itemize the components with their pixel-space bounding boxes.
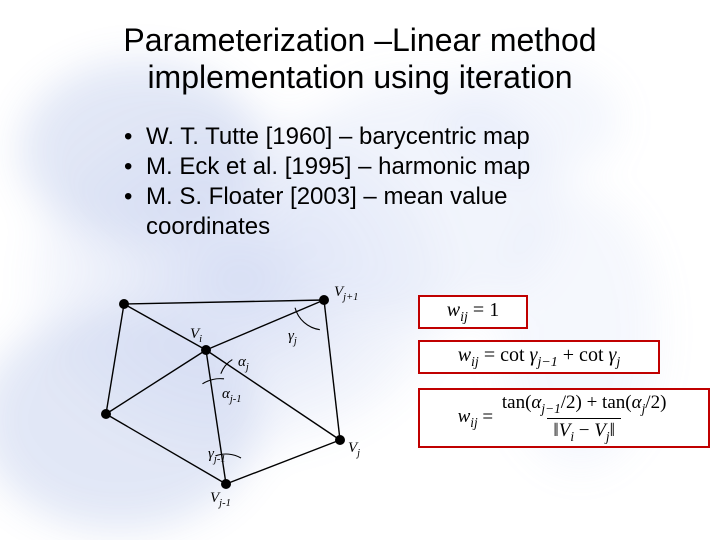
svg-text:Vj-1: Vj-1: [210, 490, 231, 509]
svg-text:Vj: Vj: [348, 440, 360, 459]
mesh-diagram: ViVj+1VjVj-1αjγjαj-1γj-1: [88, 280, 398, 520]
eq-text: wij = tan(αj−1/2) + tan(αj/2) ‖Vi − Vj‖: [458, 392, 671, 445]
slide-content: Parameterization –Linear method implemen…: [0, 0, 720, 540]
bullet-text: coordinates: [146, 212, 270, 242]
bullet-item: coordinates: [124, 212, 530, 242]
bullet-item: • M. S. Floater [2003] – mean value: [124, 182, 530, 212]
bullet-dot: •: [124, 122, 146, 152]
bullet-list: • W. T. Tutte [1960] – barycentric map •…: [124, 122, 530, 242]
slide-title: Parameterization –Linear method implemen…: [0, 22, 720, 96]
svg-text:Vj+1: Vj+1: [334, 284, 358, 303]
bullet-item: • W. T. Tutte [1960] – barycentric map: [124, 122, 530, 152]
equation-meanvalue: wij = tan(αj−1/2) + tan(αj/2) ‖Vi − Vj‖: [418, 388, 710, 448]
eq-text: wij = 1: [447, 299, 499, 326]
bullet-text: W. T. Tutte [1960] – barycentric map: [146, 122, 530, 152]
equation-harmonic: wij = cot γj−1 + cot γj: [418, 340, 660, 374]
svg-text:αj: αj: [238, 354, 249, 373]
title-line-2: implementation using iteration: [147, 59, 572, 95]
svg-text:γj-1: γj-1: [208, 446, 226, 465]
eq-text: wij = cot γj−1 + cot γj: [458, 344, 621, 371]
svg-text:γj: γj: [288, 328, 297, 347]
bullet-dot: [124, 212, 146, 242]
bullet-dot: •: [124, 152, 146, 182]
svg-text:αj-1: αj-1: [222, 386, 242, 405]
bullet-text: M. S. Floater [2003] – mean value: [146, 182, 508, 212]
bullet-item: • M. Eck et al. [1995] – harmonic map: [124, 152, 530, 182]
title-line-1: Parameterization –Linear method: [123, 22, 596, 58]
equation-barycentric: wij = 1: [418, 295, 528, 329]
bullet-text: M. Eck et al. [1995] – harmonic map: [146, 152, 530, 182]
bullet-dot: •: [124, 182, 146, 212]
